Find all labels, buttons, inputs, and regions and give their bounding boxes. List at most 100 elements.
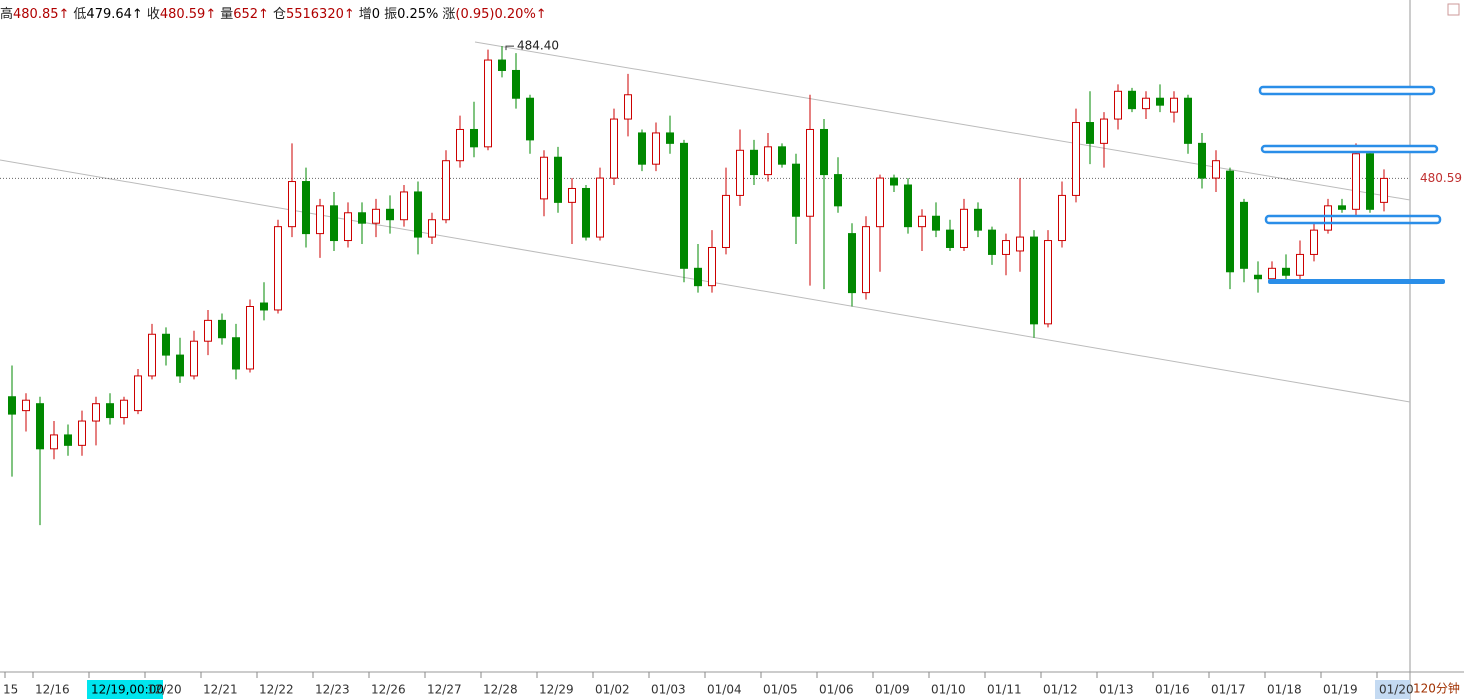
candle-body — [904, 184, 912, 228]
candle-body — [554, 156, 562, 203]
quote-label: 低 — [73, 7, 87, 22]
quote-label: 收 — [146, 7, 160, 22]
drawn-box — [1264, 214, 1442, 225]
quote-value: 652↑ — [233, 7, 269, 22]
candle-body — [1296, 253, 1304, 276]
candle-body — [456, 128, 464, 162]
x-tick-label: 01/13 — [1099, 683, 1134, 697]
candle-body — [400, 191, 408, 221]
x-tick-label: 12/29 — [539, 683, 574, 697]
candle-body — [470, 128, 478, 148]
candle-body — [134, 375, 142, 412]
candle-body — [1240, 201, 1248, 269]
candle-body — [288, 181, 296, 228]
max-marker — [505, 45, 514, 51]
candle-body — [1268, 267, 1276, 280]
candle-body — [1282, 267, 1290, 276]
candle-body — [1338, 205, 1346, 210]
quote-item: 量652↑ — [220, 7, 269, 22]
trend-line-lower — [0, 159, 1411, 403]
quote-item: 低479.64↑ — [73, 7, 142, 22]
candle-body — [274, 226, 282, 311]
candle-body — [428, 219, 436, 238]
candle-body — [988, 229, 996, 255]
candle-body — [778, 146, 786, 165]
candle-body — [652, 132, 660, 165]
candle-body — [596, 177, 604, 238]
candle-body — [36, 403, 44, 450]
x-tick-label: 01/12 — [1043, 683, 1078, 697]
candle-body — [1030, 236, 1038, 325]
candle-body — [1352, 153, 1360, 210]
candle-body — [638, 132, 646, 165]
candle-body — [8, 396, 16, 415]
candle-body — [764, 146, 772, 176]
candle-body — [680, 142, 688, 269]
candle-body — [302, 181, 310, 235]
candle-body — [190, 340, 198, 377]
candle-body — [1156, 97, 1164, 106]
x-tick-label: 01/09 — [875, 683, 910, 697]
settings-icon[interactable] — [1447, 3, 1460, 16]
x-tick-label: 12/20 — [147, 683, 182, 697]
quote-label: 高 — [0, 7, 14, 22]
drawn-box — [1258, 85, 1436, 96]
candle-body — [694, 267, 702, 287]
trend-line-upper — [474, 41, 1411, 201]
candle-body — [386, 208, 394, 221]
x-tick-label: 15 — [3, 683, 18, 697]
quote-value: 480.85↑ — [13, 7, 70, 22]
quote-value: 5516320↑ — [285, 7, 355, 22]
candle-body — [78, 420, 86, 446]
candle-body — [974, 208, 982, 231]
candle-body — [1128, 90, 1136, 110]
candle-body — [1170, 97, 1178, 113]
x-tick-label: 01/17 — [1211, 683, 1246, 697]
candle-body — [22, 399, 30, 412]
candle-body — [848, 233, 856, 294]
x-tick-label: 01/20 — [1379, 683, 1414, 697]
candle-body — [64, 434, 72, 446]
candle-body — [834, 174, 842, 207]
candle-body — [260, 302, 268, 311]
quote-item: 振0.25% — [384, 7, 438, 22]
period-label: 120分钟 — [1413, 681, 1460, 696]
candle-body — [1380, 177, 1388, 203]
x-tick-label: 01/11 — [987, 683, 1022, 697]
last-price-label: 480.59 — [1420, 171, 1462, 185]
candle-body — [736, 149, 744, 196]
quote-value: 0.25% — [397, 7, 439, 22]
x-cursor-label-bg — [1375, 680, 1410, 699]
candle-body — [512, 69, 520, 99]
quote-label: 振 — [384, 7, 398, 22]
x-tick-label: 12/26 — [371, 683, 406, 697]
x-tick-label: 01/02 — [595, 683, 630, 697]
candle-body — [820, 128, 828, 176]
quote-value: (0.95)0.20%↑ — [455, 7, 547, 22]
candle-body — [442, 160, 450, 221]
candle-body — [232, 337, 240, 370]
candle-body — [792, 163, 800, 217]
x-tick-label: 01/04 — [707, 683, 742, 697]
candle-body — [246, 305, 254, 370]
candle-body — [1324, 205, 1332, 231]
candle-body — [540, 156, 548, 200]
candle-body — [330, 205, 338, 242]
candle-body — [372, 208, 380, 224]
x-tick-label: 12/28 — [483, 683, 518, 697]
quote-item: 增0 — [359, 7, 380, 22]
candle-body — [960, 208, 968, 248]
candle-body — [568, 187, 576, 203]
candle-body — [1212, 160, 1220, 179]
candle-body — [120, 399, 128, 419]
x-tick-label: 01/10 — [931, 683, 966, 697]
candle-body — [1058, 194, 1066, 242]
candle-body — [1184, 97, 1192, 144]
x-tick-label: 01/19 — [1323, 683, 1358, 697]
candle-body — [708, 246, 716, 287]
candle-body — [876, 177, 884, 228]
candle-body — [862, 226, 870, 294]
candle-body — [358, 212, 366, 224]
